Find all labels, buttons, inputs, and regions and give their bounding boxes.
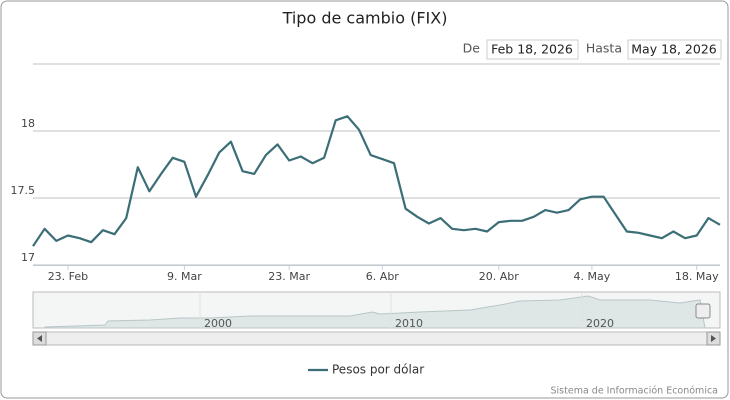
x-tick-label: 9. Mar xyxy=(167,270,202,283)
from-date[interactable]: Feb 18, 2026 xyxy=(491,42,573,57)
x-tick-label: 6. Abr xyxy=(366,270,399,283)
y-tick-label: 18 xyxy=(21,117,35,130)
x-tick-label: 4. May xyxy=(574,270,611,283)
to-label: Hasta xyxy=(586,41,622,56)
arrow-left xyxy=(37,335,42,342)
credits: Sistema de Información Económica xyxy=(551,386,719,397)
x-tick-label: 20. Abr xyxy=(479,270,519,283)
navigator-handle[interactable] xyxy=(695,303,711,319)
navigator-label: 2010 xyxy=(395,317,423,330)
chart-title: Tipo de cambio (FIX) xyxy=(282,9,448,28)
series-line xyxy=(32,115,721,247)
navigator-area xyxy=(44,295,706,329)
to-date[interactable]: May 18, 2026 xyxy=(631,42,717,57)
legend-label[interactable]: Pesos por dólar xyxy=(332,363,424,377)
to-input[interactable] xyxy=(627,39,722,60)
y-tick-label: 17.5 xyxy=(11,184,36,197)
navigator-label: 2000 xyxy=(204,317,232,330)
from-label: De xyxy=(463,41,481,56)
scrollbar[interactable] xyxy=(32,331,721,346)
y-tick-label: 17 xyxy=(21,251,35,264)
x-tick-label: 18. May xyxy=(675,270,719,283)
arrow-right xyxy=(711,335,716,342)
navigator-label: 2020 xyxy=(586,317,614,330)
from-input[interactable] xyxy=(486,39,579,60)
x-tick-label: 23. Mar xyxy=(268,270,310,283)
x-tick-label: 23. Feb xyxy=(48,270,88,283)
